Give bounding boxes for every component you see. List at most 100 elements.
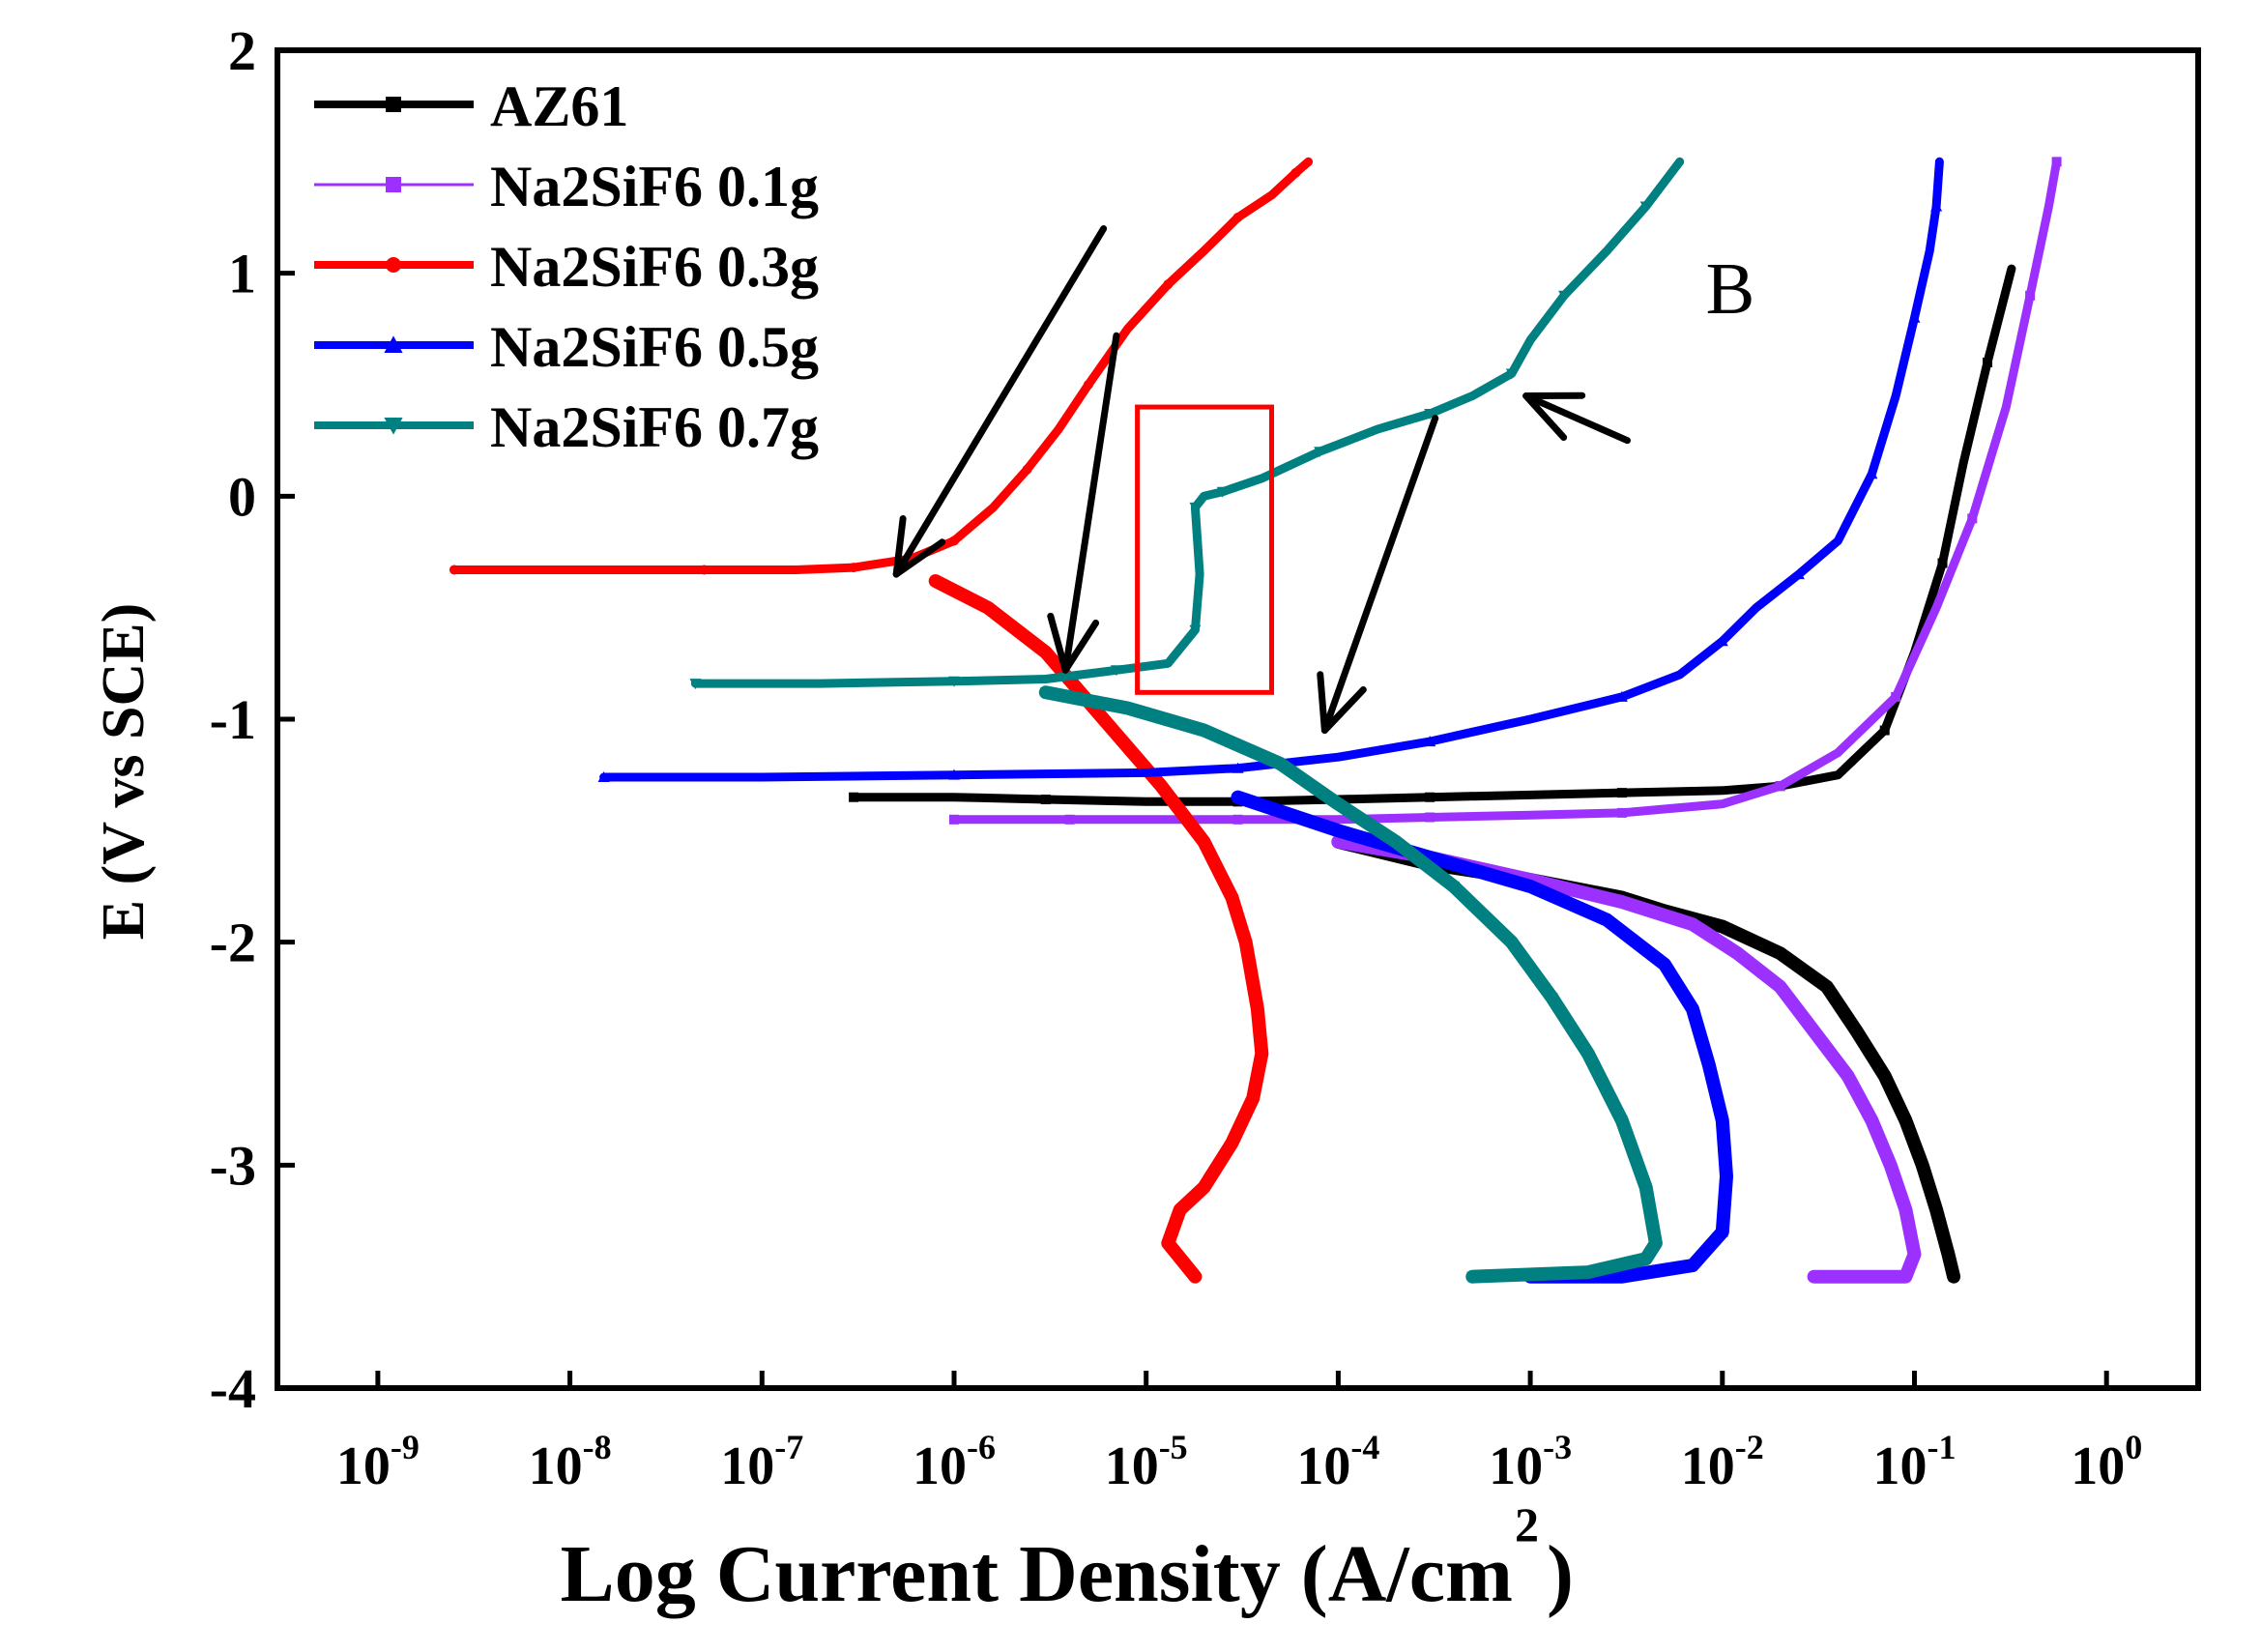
series-4-cathodic-line [1038, 685, 1663, 1284]
series-3-point [947, 768, 960, 780]
series-3-point [1232, 762, 1244, 773]
annotation-arrow [1047, 332, 1120, 674]
series-1-point [1732, 948, 1743, 959]
x-tick-label-base: 10 [1872, 1436, 1927, 1496]
x-tick-label-base: 10 [1681, 1436, 1735, 1496]
series-1-point [948, 814, 959, 825]
series-4-point [947, 676, 960, 687]
x-tick-label: 10-3 [1489, 1428, 1572, 1496]
x-tick-label-base: 10 [1489, 1436, 1543, 1496]
x-tick-label-exponent: -2 [1735, 1428, 1764, 1466]
legend-label: Na2SiF6 0.1g [490, 155, 819, 218]
series-layer [449, 157, 2062, 1284]
series-2-point [1040, 647, 1051, 657]
x-tick-label-base: 10 [529, 1436, 583, 1496]
series-2-point [1156, 781, 1167, 792]
series-2-point [849, 563, 859, 573]
series-4-point [1198, 725, 1210, 737]
series-0-point [1937, 558, 1948, 568]
x-tick-label: 10-2 [1681, 1428, 1764, 1496]
x-axis-label-superscript: 2 [1515, 1497, 1539, 1551]
series-3-point [1716, 1226, 1728, 1237]
tick-layer: 210-1-2-3-410-9 10-8 10-7 10-6 10-5 10-4 10-3 1… [210, 19, 2143, 1496]
series-2-point [930, 575, 941, 586]
series-0-point [1983, 357, 1993, 367]
y-axis-label: E (V vs SCE) [91, 603, 157, 941]
legend-swatch-marker [386, 97, 401, 112]
annotation-arrow-head [892, 514, 946, 578]
series-4-point [1546, 993, 1558, 1004]
legend-swatch-marker [386, 177, 401, 192]
legend-label: AZ61 [490, 74, 628, 138]
series-4 [689, 157, 1685, 1284]
legend-entry-3: Na2SiF6 0.5g [314, 315, 819, 379]
legend-entry-1: Na2SiF6 0.1g [314, 155, 819, 218]
series-4-point [1639, 201, 1652, 213]
series-4-point [1581, 1267, 1594, 1279]
series-1-point [2025, 290, 2036, 301]
x-tick-label-exponent: -1 [1927, 1428, 1956, 1466]
annotation-highlight-box [1135, 404, 1274, 695]
series-1-point [1616, 807, 1627, 818]
series-4-point [1615, 1116, 1628, 1127]
annotation-arrow [1522, 391, 1631, 445]
series-1-point [1809, 1271, 1819, 1282]
legend-swatch-marker [384, 335, 403, 353]
series-3-point [597, 770, 610, 782]
x-tick-label: 10-7 [720, 1428, 803, 1496]
series-2-point [449, 565, 459, 575]
x-axis-label-close: ) [1547, 1529, 1574, 1619]
series-4-point [1448, 882, 1461, 892]
series-4-point [1314, 447, 1326, 458]
series-4-point [1558, 290, 1571, 302]
y-tick-label: 1 [228, 243, 256, 305]
x-axis-label: Log Current Density (A/cm [561, 1529, 1513, 1619]
series-0-point [1425, 792, 1435, 802]
series-3-point [1716, 1115, 1728, 1126]
series-4-point [1332, 798, 1345, 810]
series-1-point [1900, 1204, 1911, 1215]
series-2-point [1290, 167, 1301, 178]
series-3-anodic-line [599, 157, 1944, 782]
series-2-cathodic-line [928, 574, 1269, 1284]
x-tick-label-exponent: 0 [2125, 1428, 2142, 1466]
series-1-point [1809, 1026, 1819, 1036]
series-4-point [1216, 486, 1229, 498]
annotation-arrow-head [1047, 612, 1100, 674]
x-tick-label-exponent: -7 [774, 1428, 803, 1466]
x-tick-label-base: 10 [2071, 1436, 2125, 1496]
y-tick-label: 0 [228, 465, 256, 528]
series-1-point [2051, 157, 2062, 167]
series-0-anodic-line [849, 264, 2016, 806]
annotation-arrow [892, 225, 1108, 578]
series-2-anodic-line [449, 157, 1314, 574]
series-4-point [1039, 687, 1052, 699]
x-tick-label: 10-9 [336, 1428, 420, 1496]
series-0-point [1900, 1116, 1911, 1126]
series-0-point [849, 792, 859, 802]
legend-swatch-marker [386, 257, 401, 273]
series-0-point [1616, 788, 1627, 798]
series-1-point [1867, 1116, 1877, 1126]
series-1-point [1967, 513, 1978, 524]
annotation-arrow [1317, 415, 1439, 735]
series-4-point [1649, 1238, 1662, 1250]
series-2-point [1083, 380, 1093, 390]
series-1-point [1775, 781, 1785, 792]
series-0-point [1040, 795, 1051, 805]
annotation-arrow-shaft [1061, 332, 1120, 674]
series-3 [597, 157, 1944, 1284]
annotation-arrow-shaft [1320, 415, 1439, 735]
series-2-point [1232, 213, 1243, 222]
series-2-point [1199, 1182, 1209, 1193]
series-3-point [1866, 468, 1878, 479]
series-1-anodic-line [949, 157, 2062, 825]
y-tick-label: -2 [210, 912, 256, 974]
series-4-point [1189, 502, 1202, 513]
series-1-point [1425, 812, 1435, 823]
series-3-point [1615, 690, 1628, 702]
series-3-point [1716, 635, 1728, 647]
series-3-point [1930, 200, 1943, 212]
annotation-arrow-shaft [1522, 392, 1631, 445]
